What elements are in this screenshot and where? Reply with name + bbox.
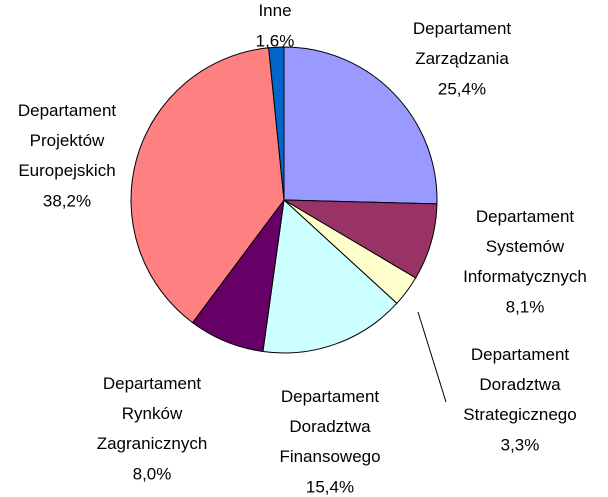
leader-line — [417, 311, 447, 403]
slice-value: 8,1% — [506, 297, 545, 316]
slice-label: Departament Projektów Europejskich — [18, 101, 117, 180]
slice-label: Departament Doradztwa Strategicznego — [463, 345, 576, 424]
pie-slice — [130, 47, 285, 324]
pie-slice — [268, 46, 285, 201]
slice-label: Departament Systemów Informatycznych — [463, 207, 587, 286]
slice-label: Departament Rynków Zagranicznych — [97, 374, 208, 453]
slice-label: Departament Doradztwa Finansowego — [279, 387, 380, 466]
slice-value: 15,4% — [306, 477, 354, 496]
slice-value: 1,6% — [256, 31, 295, 50]
pie-slice — [283, 46, 438, 205]
pie-slice — [262, 198, 398, 354]
slice-label: Inne — [258, 1, 291, 20]
slice-value: 38,2% — [43, 191, 91, 210]
slice-label: Departament Zarządzania — [413, 19, 512, 68]
slice-value: 25,4% — [438, 79, 486, 98]
slice-value: 8,0% — [133, 464, 172, 483]
slice-value: 3,3% — [501, 435, 540, 454]
